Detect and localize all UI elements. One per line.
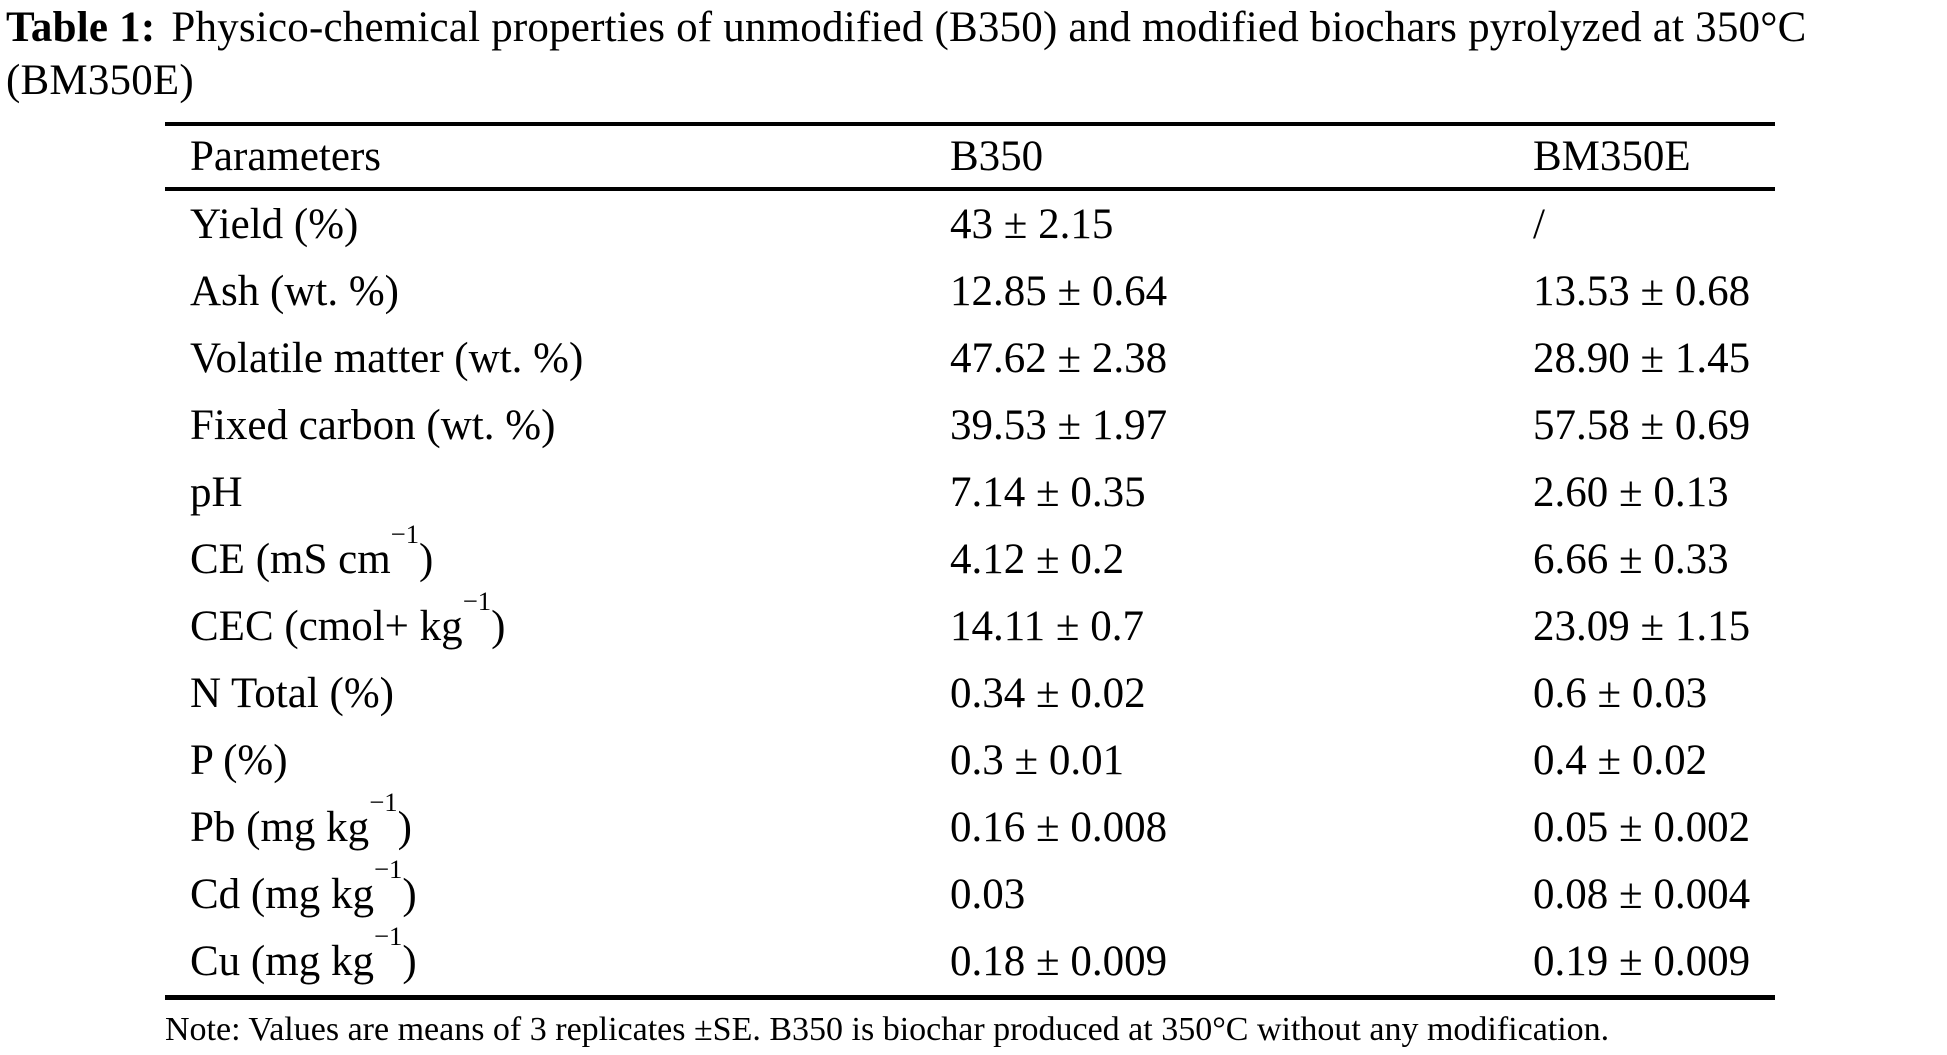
b350-value: 47.62 ± 2.38 bbox=[950, 335, 1168, 382]
param-label: N Total (%) bbox=[190, 670, 394, 717]
param-label: Cd (mg kg bbox=[190, 871, 374, 918]
param-cell: Yield (%) bbox=[165, 189, 950, 258]
param-label: Cu (mg kg bbox=[190, 938, 374, 985]
table-row: CE (mS cm−1) 4.12 ± 0.2 6.66 ± 0.33 bbox=[165, 521, 1775, 593]
param-label-tail: ) bbox=[402, 871, 417, 918]
table-note: Note: Values are means of 3 replicates ±… bbox=[165, 1011, 1610, 1048]
param-label-tail: ) bbox=[397, 804, 412, 851]
table-row: N Total (%) 0.34 ± 0.02 0.6 ± 0.03 bbox=[165, 660, 1775, 727]
b350-value: 7.14 ± 0.35 bbox=[950, 469, 1146, 516]
param-label: CEC (cmol+ kg bbox=[190, 603, 463, 650]
table-caption: Table 1: Physico-chemical properties of u… bbox=[6, 1, 1946, 107]
param-cell: Volatile matter (wt. %) bbox=[165, 325, 950, 392]
param-cell: CE (mS cm−1) bbox=[165, 521, 950, 593]
param-cell: N Total (%) bbox=[165, 660, 950, 727]
param-label: Volatile matter (wt. %) bbox=[190, 335, 584, 382]
bm350e-value: 0.05 ± 0.002 bbox=[1533, 804, 1751, 851]
b350-value: 0.16 ± 0.008 bbox=[950, 804, 1168, 851]
bm350e-value: 0.19 ± 0.009 bbox=[1533, 938, 1751, 985]
b350-value: 39.53 ± 1.97 bbox=[950, 402, 1168, 449]
table-row: Volatile matter (wt. %) 47.62 ± 2.38 28.… bbox=[165, 325, 1775, 392]
table-row: CEC (cmol+ kg−1) 14.11 ± 0.7 23.09 ± 1.1… bbox=[165, 588, 1775, 660]
bm350e-value: 2.60 ± 0.13 bbox=[1533, 469, 1729, 516]
properties-table: Parameters B350 BM350E Yield (%) 43 ± 2.… bbox=[165, 122, 1775, 1000]
param-label: Ash (wt. %) bbox=[190, 268, 399, 315]
bm350e-value: 0.6 ± 0.03 bbox=[1533, 670, 1708, 717]
param-label-tail: ) bbox=[419, 536, 434, 583]
b350-value: 14.11 ± 0.7 bbox=[950, 603, 1145, 650]
b350-value: 12.85 ± 0.64 bbox=[950, 268, 1168, 315]
bm350e-value: 0.4 ± 0.02 bbox=[1533, 737, 1708, 784]
header-row: Parameters B350 BM350E bbox=[165, 124, 1775, 189]
param-label: Pb (mg kg bbox=[190, 804, 370, 851]
table-row: Cd (mg kg−1) 0.03 0.08 ± 0.004 bbox=[165, 856, 1775, 928]
param-superscript: −1 bbox=[462, 586, 492, 617]
table-row: P (%) 0.3 ± 0.01 0.4 ± 0.02 bbox=[165, 727, 1775, 794]
param-superscript: −1 bbox=[373, 854, 403, 885]
param-label: P (%) bbox=[190, 737, 288, 784]
param-label: Fixed carbon (wt. %) bbox=[190, 402, 556, 449]
table-row: Cu (mg kg−1) 0.18 ± 0.009 0.19 ± 0.009 bbox=[165, 923, 1775, 998]
bm350e-value: 28.90 ± 1.45 bbox=[1533, 335, 1751, 382]
b350-value: 0.3 ± 0.01 bbox=[950, 737, 1125, 784]
param-cell: Pb (mg kg−1) bbox=[165, 789, 950, 861]
param-cell: P (%) bbox=[165, 727, 950, 794]
param-superscript: −1 bbox=[373, 921, 403, 952]
caption-line-1: Table 1: Physico-chemical properties of u… bbox=[6, 1, 1946, 54]
table-row: pH 7.14 ± 0.35 2.60 ± 0.13 bbox=[165, 459, 1775, 526]
param-cell: pH bbox=[165, 459, 950, 526]
bm350e-value: / bbox=[1533, 201, 1545, 248]
bm350e-value: 0.08 ± 0.004 bbox=[1533, 871, 1751, 918]
b350-value: 4.12 ± 0.2 bbox=[950, 536, 1125, 583]
param-label: CE (mS cm bbox=[190, 536, 391, 583]
table-row: Fixed carbon (wt. %) 39.53 ± 1.97 57.58 … bbox=[165, 392, 1775, 459]
table-row: Ash (wt. %) 12.85 ± 0.64 13.53 ± 0.68 bbox=[165, 258, 1775, 325]
column-header-parameters: Parameters bbox=[190, 133, 382, 180]
param-cell: Fixed carbon (wt. %) bbox=[165, 392, 950, 459]
column-header-b350: B350 bbox=[950, 133, 1044, 180]
bm350e-value: 6.66 ± 0.33 bbox=[1533, 536, 1729, 583]
param-superscript: −1 bbox=[390, 519, 420, 550]
bm350e-value: 13.53 ± 0.68 bbox=[1533, 268, 1751, 315]
b350-value: 43 ± 2.15 bbox=[950, 201, 1114, 248]
param-cell: CEC (cmol+ kg−1) bbox=[165, 588, 950, 660]
param-label: Yield (%) bbox=[190, 201, 359, 248]
param-cell: Cu (mg kg−1) bbox=[165, 923, 950, 998]
table-row: Yield (%) 43 ± 2.15 / bbox=[165, 189, 1775, 258]
caption-line-2: (BM350E) bbox=[6, 57, 194, 104]
b350-value: 0.18 ± 0.009 bbox=[950, 938, 1168, 985]
table-row: Pb (mg kg−1) 0.16 ± 0.008 0.05 ± 0.002 bbox=[165, 789, 1775, 861]
param-label-tail: ) bbox=[491, 603, 506, 650]
param-label-tail: ) bbox=[402, 938, 417, 985]
bm350e-value: 23.09 ± 1.15 bbox=[1533, 603, 1751, 650]
caption-label: Table 1: bbox=[6, 4, 156, 51]
param-superscript: −1 bbox=[369, 787, 398, 818]
param-cell: Cd (mg kg−1) bbox=[165, 856, 950, 928]
b350-value: 0.03 bbox=[950, 871, 1026, 918]
bm350e-value: 57.58 ± 0.69 bbox=[1533, 402, 1751, 449]
param-label: pH bbox=[190, 469, 243, 516]
param-cell: Ash (wt. %) bbox=[165, 258, 950, 325]
b350-value: 0.34 ± 0.02 bbox=[950, 670, 1146, 717]
caption-text: Physico-chemical properties of unmodifie… bbox=[171, 4, 1807, 51]
column-header-bm350e: BM350E bbox=[1533, 133, 1691, 180]
